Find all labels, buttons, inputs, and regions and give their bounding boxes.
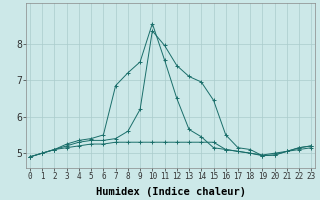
X-axis label: Humidex (Indice chaleur): Humidex (Indice chaleur) <box>96 186 246 197</box>
